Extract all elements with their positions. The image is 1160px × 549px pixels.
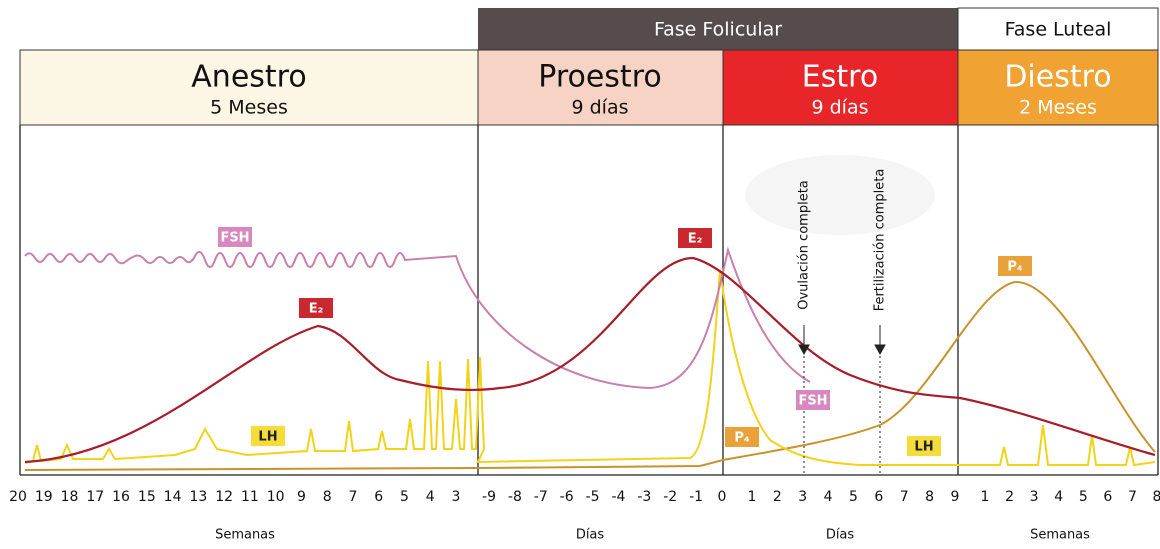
tick-label: 4 [426, 489, 435, 505]
tick-label: -6 [560, 489, 574, 505]
tick-label: 5 [400, 489, 409, 505]
axis-unit: Días [576, 528, 605, 543]
axis-unit: Semanas [215, 528, 275, 543]
tick-label: 3 [1030, 489, 1039, 505]
phase-name: Anestro [191, 60, 306, 95]
phase-name: Diestro [1004, 60, 1111, 95]
tick-label: -3 [637, 489, 651, 505]
phase-duration: 5 Meses [210, 97, 288, 119]
hormone-label: LH [258, 430, 277, 445]
tick-label: 5 [849, 489, 858, 505]
tick-label: -8 [508, 489, 522, 505]
phase-duration: 2 Meses [1019, 97, 1097, 119]
tick-label: 14 [164, 489, 182, 505]
diagram: Fase Folicular Fase Luteal Anestro 5 Mes… [0, 0, 1160, 545]
tick-label: 16 [112, 489, 130, 505]
tick-label: 1 [981, 489, 990, 505]
tick-label: 8 [1153, 489, 1160, 505]
tick-label: 6 [1103, 489, 1112, 505]
tick-label: 8 [925, 489, 934, 505]
tick-label: 4 [1054, 489, 1063, 505]
phase-duration: 9 días [811, 97, 868, 119]
e2-curve [25, 258, 1155, 462]
hormone-label: LH [914, 440, 933, 455]
tick-label: 7 [900, 489, 909, 505]
tick-label: 20 [9, 489, 27, 505]
hormone-label: FSH [798, 394, 827, 409]
hormone-label: FSH [220, 231, 249, 246]
lh-curve [25, 270, 1155, 465]
tick-label: 17 [86, 489, 104, 505]
tick-label: 9 [297, 489, 306, 505]
dog-silhouette [745, 155, 935, 235]
hormone-label: P₄ [1007, 260, 1023, 275]
tick-label: 3 [798, 489, 807, 505]
tick-label: -1 [689, 489, 703, 505]
hormone-label: P₄ [734, 431, 750, 446]
phase-name: Proestro [538, 60, 661, 95]
tick-label: 13 [189, 489, 207, 505]
tick-label: 5 [1079, 489, 1088, 505]
phase-name: Estro [802, 60, 878, 95]
page: {"header": {"follicular": "Fase Folicula… [0, 0, 1160, 549]
tick-label: 8 [323, 489, 332, 505]
p4-curve [25, 282, 1155, 470]
tick-label: -5 [586, 489, 600, 505]
tick-label: 6 [374, 489, 383, 505]
tick-label: 10 [267, 489, 285, 505]
tick-label: 2 [773, 489, 782, 505]
tick-label: 11 [241, 489, 259, 505]
tick-label: -4 [611, 489, 625, 505]
tick-label: 1 [748, 489, 757, 505]
annotation: Ovulación completa [797, 180, 812, 310]
tick-label: 12 [215, 489, 233, 505]
tick-label: -2 [663, 489, 677, 505]
tick-label: 15 [138, 489, 156, 505]
annotation: Fertilización completa [873, 169, 888, 312]
tick-label: 7 [348, 489, 357, 505]
tick-label: 9 [951, 489, 960, 505]
axis-unit: Semanas [1030, 528, 1090, 543]
luteal-label: Fase Luteal [1005, 19, 1112, 41]
tick-label: 19 [35, 489, 53, 505]
tick-label: 3 [452, 489, 461, 505]
tick-label: -7 [534, 489, 548, 505]
tick-label: 0 [718, 489, 727, 505]
tick-label: 18 [61, 489, 79, 505]
tick-label: 6 [874, 489, 883, 505]
tick-label: 7 [1128, 489, 1137, 505]
hormone-label: E₂ [309, 302, 324, 317]
tick-label: 4 [824, 489, 833, 505]
phase-duration: 9 días [571, 97, 628, 119]
fsh-curve [25, 250, 810, 388]
tick-label: 2 [1005, 489, 1014, 505]
tick-label: -9 [482, 489, 496, 505]
hormone-label: E₂ [688, 232, 703, 247]
axis-unit: Días [826, 528, 855, 543]
follicular-label: Fase Folicular [654, 19, 782, 41]
